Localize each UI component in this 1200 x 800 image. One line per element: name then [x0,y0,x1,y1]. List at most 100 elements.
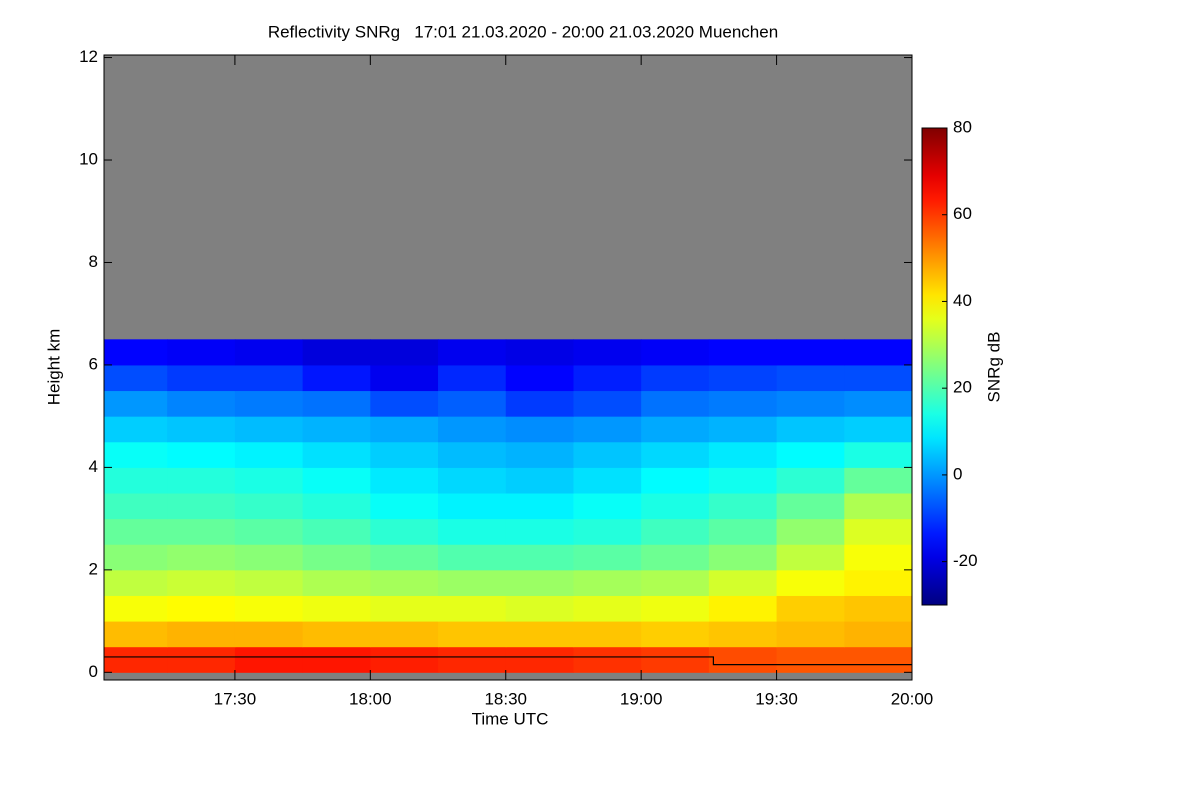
heatmap-cell [708,390,778,417]
heatmap-cell [505,390,574,417]
heatmap-cell [844,621,913,648]
chart-title: Reflectivity SNRg 17:01 21.03.2020 - 20:… [268,22,778,41]
heatmap-cell [438,621,507,648]
heatmap-cell [370,621,439,648]
heatmap-cell [234,569,304,596]
heatmap-cell [104,595,168,622]
heatmap-cell [776,595,845,622]
heatmap-cell [641,416,710,443]
heatmap-cell [104,467,168,494]
heatmap-cell [302,621,371,648]
heatmap-cell [234,621,304,648]
x-tick-label: 18:30 [484,689,527,708]
heatmap-cell [844,467,913,494]
heatmap-cell [708,339,778,366]
heatmap-cell [302,339,371,366]
heatmap-cell [641,544,710,571]
heatmap-cell [234,518,304,545]
heatmap-cell [776,339,845,366]
heatmap-cell [573,416,642,443]
y-tick-label: 6 [89,354,98,373]
heatmap-cell [370,569,439,596]
heatmap-cell [302,544,371,571]
heatmap-cell [641,339,710,366]
heatmap-cell [104,518,168,545]
heatmap-cell [776,441,845,468]
heatmap-cell [104,390,168,417]
heatmap-cell [234,441,304,468]
heatmap-cell [573,569,642,596]
heatmap-cell [302,390,371,417]
heatmap-cell [438,467,507,494]
colorbar-tick-label: 80 [953,117,972,136]
heatmap-cell [641,364,710,392]
heatmap-cell [438,595,507,622]
heatmap-cell [234,544,304,571]
heatmap-cell [641,390,710,417]
heatmap-cell [438,416,507,443]
heatmap-cell [370,544,439,571]
heatmap-cell [167,416,236,443]
heatmap-cell [167,595,236,622]
heatmap-cell [708,544,778,571]
colorbar-tick-label: -20 [953,551,978,570]
x-tick-label: 18:00 [349,689,392,708]
heatmap-cell [438,569,507,596]
x-tick-label: 17:30 [214,689,257,708]
heatmap-cell [641,518,710,545]
heatmap-cell [505,493,574,520]
heatmap-cell [438,339,507,366]
heatmap-cell [573,518,642,545]
heatmap-cell [167,569,236,596]
heatmap-cell [641,467,710,494]
heatmap-cell [104,569,168,596]
heatmap-cell [167,467,236,494]
heatmap-cell [505,339,574,366]
heatmap-cell [167,544,236,571]
heatmap-cell [776,390,845,417]
heatmap-cell [167,364,236,392]
colorbar-label: SNRg dB [984,332,1003,403]
heatmap-cell [167,390,236,417]
heatmap-cell [438,364,507,392]
heatmap-cell [573,364,642,392]
y-tick-label: 4 [89,457,98,476]
heatmap-cell [234,364,304,392]
heatmap-cell [641,569,710,596]
heatmap-cell [505,621,574,648]
heatmap-cell [641,621,710,648]
colorbar-tick-label: 60 [953,204,972,223]
heatmap-cell [708,569,778,596]
heatmap-cell [505,467,574,494]
boundary-line [104,656,912,666]
heatmap-cell [844,544,913,571]
heatmap-cell [776,416,845,443]
heatmap-cell [302,595,371,622]
plot-frame [103,54,913,681]
y-tick-label: 10 [79,150,98,169]
y-tick-label: 0 [89,662,98,681]
colorbar-tick-label: 40 [953,291,972,310]
heatmap-cell [708,595,778,622]
heatmap-cell [370,595,439,622]
heatmap-cell [302,569,371,596]
heatmap-cell [370,493,439,520]
heatmap-cell [302,518,371,545]
heatmap-cell [505,441,574,468]
heatmap-cell [104,493,168,520]
heatmap-cell [302,493,371,520]
heatmap-cell [438,544,507,571]
heatmap-cell [573,646,642,673]
y-tick-label: 2 [89,559,98,578]
heatmap-cell [370,467,439,494]
heatmap-cell [776,621,845,648]
heatmap-cell [641,493,710,520]
heatmap-cell [370,416,439,443]
heatmap-cell [234,493,304,520]
heatmap-cell [234,646,304,673]
heatmap-cell [844,441,913,468]
x-tick-label: 19:30 [755,689,798,708]
heatmap-cell [302,646,371,673]
heatmap-cell [505,595,574,622]
x-axis-label: Time UTC [472,709,549,728]
